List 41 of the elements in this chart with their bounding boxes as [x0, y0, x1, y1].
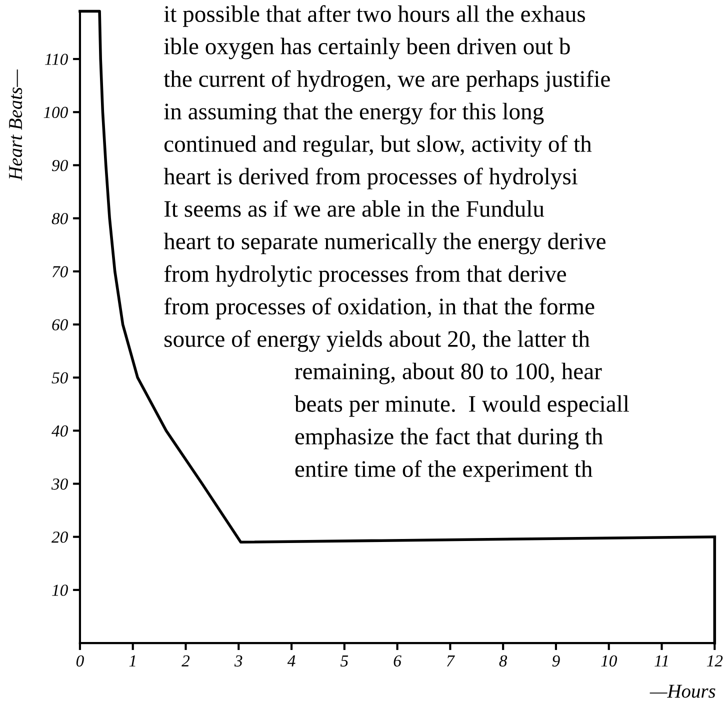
x-tick-label: 6 — [394, 655, 402, 667]
annotation: emphasize the fact that during th — [295, 428, 603, 450]
annotation: heart to separate numerically the energy derive — [164, 232, 606, 254]
annotation: It seems as if we are able in the Fundulu — [164, 200, 544, 217]
y-tick-label: 50 — [52, 372, 68, 384]
x-tick-label: 2 — [182, 655, 190, 666]
y-tick-label: 30 — [51, 478, 68, 490]
y-axis-title: Heart Beats— — [9, 70, 22, 181]
annotation: in assuming that the energy for this long — [164, 102, 544, 124]
x-tick-label: 5 — [340, 655, 348, 667]
x-tick-label: 9 — [552, 655, 560, 667]
x-axis-title: —Hours — [650, 684, 716, 698]
y-tick-label: 100 — [44, 106, 68, 118]
annotation: continued and regular, but slow, activity of th — [164, 135, 592, 157]
x-tick-label: 12 — [706, 655, 723, 666]
y-tick-label: 10 — [52, 584, 68, 596]
annotation: heart is derived from processes of hydrolysi — [164, 168, 578, 190]
y-tick-label: 20 — [52, 532, 68, 543]
annotation: source of energy yields about 20, the latter th — [164, 330, 590, 352]
y-tick-label: 110 — [44, 54, 68, 65]
y-tick-label: 80 — [52, 212, 68, 224]
annotation: beats per minute. I would especiall — [294, 395, 630, 417]
y-tick-label: 70 — [52, 266, 68, 278]
annotation: the current of hydrogen, we are perhaps justifie — [164, 70, 610, 92]
x-tick-label: 0 — [76, 655, 84, 667]
x-tick-label: 1 — [129, 655, 136, 666]
x-tick-label: 4 — [287, 655, 296, 666]
y-tick-label: 90 — [52, 160, 68, 172]
x-tick-label: 10 — [601, 655, 617, 667]
annotation: remaining, about 80 to 100, hear — [294, 362, 602, 384]
x-tick-label: 7 — [447, 655, 455, 666]
y-tick-label: 40 — [52, 425, 68, 437]
annotation: entire time of the experiment th — [295, 460, 592, 482]
annotation: ible oxygen has certainly been driven out b — [164, 38, 570, 60]
annotation: from hydrolytic processes from that derive — [164, 265, 566, 287]
annotation: from processes of oxidation, in that the forme — [164, 298, 594, 320]
x-tick-label: 3 — [234, 655, 242, 667]
annotation: it possible that after two hours all the exhaus — [164, 5, 585, 27]
x-tick-label: 8 — [499, 655, 508, 667]
y-tick-label: 60 — [52, 319, 68, 330]
x-tick-label: 11 — [654, 655, 668, 666]
